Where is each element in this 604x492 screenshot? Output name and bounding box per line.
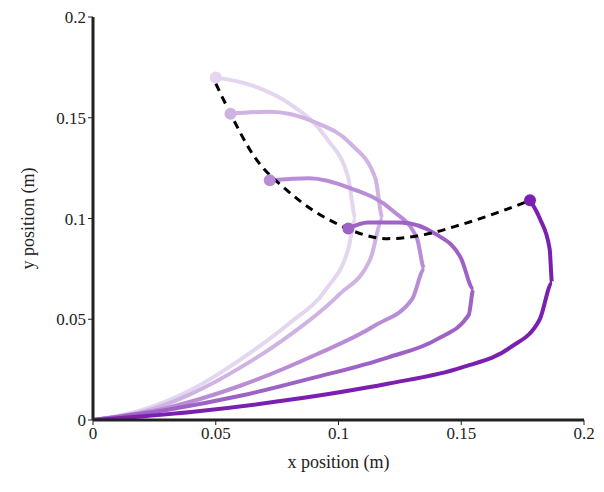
svg-text:0.2: 0.2 (65, 8, 86, 27)
svg-text:0.05: 0.05 (201, 424, 231, 443)
svg-text:y position (m): y position (m) (18, 167, 39, 269)
svg-text:0.1: 0.1 (328, 424, 349, 443)
svg-text:0.2: 0.2 (573, 424, 594, 443)
svg-text:0.15: 0.15 (446, 424, 476, 443)
svg-text:x position (m): x position (m) (288, 452, 390, 473)
svg-text:0: 0 (89, 424, 98, 443)
svg-text:0.15: 0.15 (56, 109, 86, 128)
svg-text:0: 0 (78, 411, 87, 430)
svg-text:0.05: 0.05 (56, 310, 86, 329)
svg-text:0.1: 0.1 (65, 210, 86, 229)
